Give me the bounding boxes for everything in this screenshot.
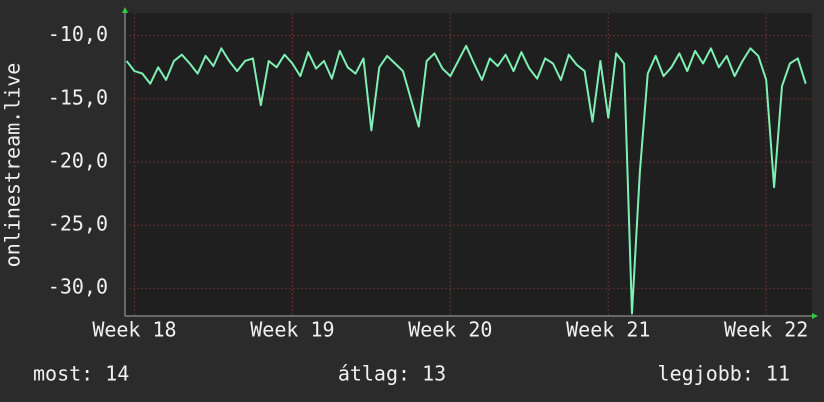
x-tick-label: Week 18 [92,318,176,342]
y-tick-label: -10,0 [48,22,108,46]
y-tick-label: -20,0 [48,148,108,172]
footer-average: átlag: 13 [338,362,446,386]
x-tick-label: Week 20 [408,318,492,342]
data-line [125,44,807,315]
x-tick-label: Week 21 [566,318,650,342]
y-tick-label: -30,0 [48,275,108,299]
footer-current: most: 14 [33,362,129,386]
y-tick-label: -25,0 [48,212,108,236]
y-axis-label: onlinestream.live [1,63,25,268]
axis-arrow [812,313,818,319]
plot-area [125,13,812,316]
footer-best: legjobb: 11 [658,362,790,386]
axis-arrow [122,7,128,13]
x-tick-label: Week 22 [724,318,808,342]
y-tick-label: -15,0 [48,85,108,109]
x-tick-label: Week 19 [250,318,334,342]
